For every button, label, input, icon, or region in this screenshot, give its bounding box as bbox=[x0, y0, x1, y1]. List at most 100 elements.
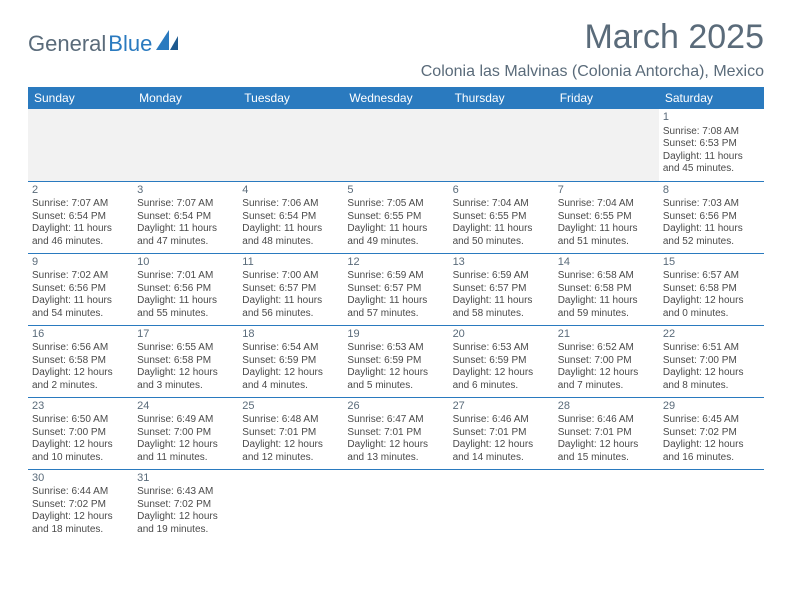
daylight-text: Daylight: 11 hours and 47 minutes. bbox=[137, 223, 234, 248]
day-cell: 31Sunrise: 6:43 AMSunset: 7:02 PMDayligh… bbox=[133, 469, 238, 541]
day-number: 16 bbox=[32, 328, 129, 342]
daylight-text: Daylight: 11 hours and 52 minutes. bbox=[663, 223, 760, 248]
sunrise-text: Sunrise: 7:07 AM bbox=[137, 198, 234, 211]
sunset-text: Sunset: 7:02 PM bbox=[137, 499, 234, 512]
sunrise-text: Sunrise: 7:04 AM bbox=[558, 198, 655, 211]
day-cell: 6Sunrise: 7:04 AMSunset: 6:55 PMDaylight… bbox=[449, 181, 554, 253]
sunrise-text: Sunrise: 6:47 AM bbox=[347, 414, 444, 427]
day-number: 3 bbox=[137, 184, 234, 198]
day-cell: 20Sunrise: 6:53 AMSunset: 6:59 PMDayligh… bbox=[449, 325, 554, 397]
sunrise-text: Sunrise: 7:06 AM bbox=[242, 198, 339, 211]
day-cell: 10Sunrise: 7:01 AMSunset: 6:56 PMDayligh… bbox=[133, 253, 238, 325]
daylight-text: Daylight: 11 hours and 50 minutes. bbox=[453, 223, 550, 248]
daylight-text: Daylight: 12 hours and 0 minutes. bbox=[663, 295, 760, 320]
sunrise-text: Sunrise: 6:58 AM bbox=[558, 270, 655, 283]
sunset-text: Sunset: 6:57 PM bbox=[242, 283, 339, 296]
day-cell: 18Sunrise: 6:54 AMSunset: 6:59 PMDayligh… bbox=[238, 325, 343, 397]
sunset-text: Sunset: 7:02 PM bbox=[32, 499, 129, 512]
day-number: 26 bbox=[347, 400, 444, 414]
sunset-text: Sunset: 7:00 PM bbox=[558, 355, 655, 368]
sunset-text: Sunset: 6:55 PM bbox=[558, 211, 655, 224]
daylight-text: Daylight: 12 hours and 8 minutes. bbox=[663, 367, 760, 392]
day-number: 13 bbox=[453, 256, 550, 270]
day-number: 9 bbox=[32, 256, 129, 270]
sunrise-text: Sunrise: 6:50 AM bbox=[32, 414, 129, 427]
sunrise-text: Sunrise: 6:54 AM bbox=[242, 342, 339, 355]
day-cell: 2Sunrise: 7:07 AMSunset: 6:54 PMDaylight… bbox=[28, 181, 133, 253]
sunset-text: Sunset: 6:58 PM bbox=[558, 283, 655, 296]
sunset-text: Sunset: 6:54 PM bbox=[32, 211, 129, 224]
sunrise-text: Sunrise: 7:02 AM bbox=[32, 270, 129, 283]
day-header: Monday bbox=[133, 87, 238, 109]
sunrise-text: Sunrise: 6:51 AM bbox=[663, 342, 760, 355]
day-number: 5 bbox=[347, 184, 444, 198]
day-cell: 16Sunrise: 6:56 AMSunset: 6:58 PMDayligh… bbox=[28, 325, 133, 397]
logo-text-general: General bbox=[28, 31, 106, 57]
sunset-text: Sunset: 7:00 PM bbox=[32, 427, 129, 440]
day-cell: 15Sunrise: 6:57 AMSunset: 6:58 PMDayligh… bbox=[659, 253, 764, 325]
sunset-text: Sunset: 6:58 PM bbox=[137, 355, 234, 368]
daylight-text: Daylight: 12 hours and 15 minutes. bbox=[558, 439, 655, 464]
day-cell: 5Sunrise: 7:05 AMSunset: 6:55 PMDaylight… bbox=[343, 181, 448, 253]
daylight-text: Daylight: 11 hours and 45 minutes. bbox=[663, 151, 760, 176]
daylight-text: Daylight: 12 hours and 16 minutes. bbox=[663, 439, 760, 464]
sunrise-text: Sunrise: 6:55 AM bbox=[137, 342, 234, 355]
day-number: 8 bbox=[663, 184, 760, 198]
day-cell: 3Sunrise: 7:07 AMSunset: 6:54 PMDaylight… bbox=[133, 181, 238, 253]
calendar-row: 2Sunrise: 7:07 AMSunset: 6:54 PMDaylight… bbox=[28, 181, 764, 253]
day-number: 14 bbox=[558, 256, 655, 270]
day-cell: 21Sunrise: 6:52 AMSunset: 7:00 PMDayligh… bbox=[554, 325, 659, 397]
empty-cell bbox=[449, 109, 554, 181]
daylight-text: Daylight: 11 hours and 58 minutes. bbox=[453, 295, 550, 320]
sunset-text: Sunset: 6:55 PM bbox=[347, 211, 444, 224]
day-number: 4 bbox=[242, 184, 339, 198]
sunrise-text: Sunrise: 7:01 AM bbox=[137, 270, 234, 283]
day-number: 2 bbox=[32, 184, 129, 198]
daylight-text: Daylight: 12 hours and 4 minutes. bbox=[242, 367, 339, 392]
daylight-text: Daylight: 11 hours and 46 minutes. bbox=[32, 223, 129, 248]
day-cell: 25Sunrise: 6:48 AMSunset: 7:01 PMDayligh… bbox=[238, 397, 343, 469]
day-cell: 26Sunrise: 6:47 AMSunset: 7:01 PMDayligh… bbox=[343, 397, 448, 469]
sunrise-text: Sunrise: 7:00 AM bbox=[242, 270, 339, 283]
day-number: 15 bbox=[663, 256, 760, 270]
sunrise-text: Sunrise: 6:48 AM bbox=[242, 414, 339, 427]
calendar-row: 16Sunrise: 6:56 AMSunset: 6:58 PMDayligh… bbox=[28, 325, 764, 397]
sunset-text: Sunset: 6:59 PM bbox=[453, 355, 550, 368]
sunrise-text: Sunrise: 7:03 AM bbox=[663, 198, 760, 211]
empty-cell bbox=[554, 109, 659, 181]
calendar-row: 1Sunrise: 7:08 AMSunset: 6:53 PMDaylight… bbox=[28, 109, 764, 181]
sunset-text: Sunset: 6:57 PM bbox=[453, 283, 550, 296]
day-cell: 8Sunrise: 7:03 AMSunset: 6:56 PMDaylight… bbox=[659, 181, 764, 253]
day-number: 20 bbox=[453, 328, 550, 342]
day-number: 30 bbox=[32, 472, 129, 486]
day-cell: 1Sunrise: 7:08 AMSunset: 6:53 PMDaylight… bbox=[659, 109, 764, 181]
day-number: 27 bbox=[453, 400, 550, 414]
daylight-text: Daylight: 11 hours and 55 minutes. bbox=[137, 295, 234, 320]
logo-text-blue: Blue bbox=[108, 31, 152, 57]
day-number: 6 bbox=[453, 184, 550, 198]
empty-cell bbox=[28, 109, 133, 181]
day-number: 23 bbox=[32, 400, 129, 414]
day-cell: 14Sunrise: 6:58 AMSunset: 6:58 PMDayligh… bbox=[554, 253, 659, 325]
day-cell: 12Sunrise: 6:59 AMSunset: 6:57 PMDayligh… bbox=[343, 253, 448, 325]
empty-cell bbox=[659, 469, 764, 541]
empty-cell bbox=[238, 109, 343, 181]
sunset-text: Sunset: 7:01 PM bbox=[558, 427, 655, 440]
sunset-text: Sunset: 7:02 PM bbox=[663, 427, 760, 440]
sunrise-text: Sunrise: 6:45 AM bbox=[663, 414, 760, 427]
day-number: 31 bbox=[137, 472, 234, 486]
daylight-text: Daylight: 12 hours and 14 minutes. bbox=[453, 439, 550, 464]
logo-sail-icon bbox=[156, 30, 182, 50]
empty-cell bbox=[343, 469, 448, 541]
day-cell: 29Sunrise: 6:45 AMSunset: 7:02 PMDayligh… bbox=[659, 397, 764, 469]
sunset-text: Sunset: 6:54 PM bbox=[242, 211, 339, 224]
sunset-text: Sunset: 6:58 PM bbox=[663, 283, 760, 296]
sunset-text: Sunset: 7:00 PM bbox=[663, 355, 760, 368]
sunset-text: Sunset: 6:58 PM bbox=[32, 355, 129, 368]
header: GeneralBlue March 2025 Colonia las Malvi… bbox=[28, 18, 764, 81]
sunrise-text: Sunrise: 7:05 AM bbox=[347, 198, 444, 211]
daylight-text: Daylight: 12 hours and 18 minutes. bbox=[32, 511, 129, 536]
sunset-text: Sunset: 7:01 PM bbox=[347, 427, 444, 440]
day-number: 12 bbox=[347, 256, 444, 270]
sunrise-text: Sunrise: 6:46 AM bbox=[558, 414, 655, 427]
